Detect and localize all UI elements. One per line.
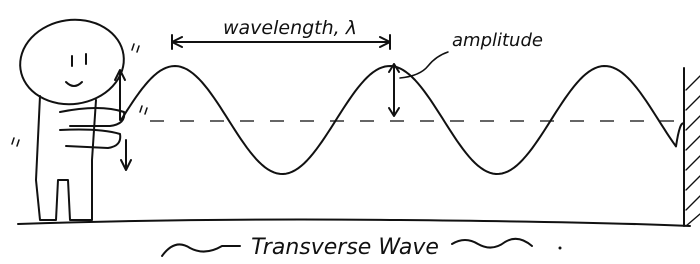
motion-marks: [12, 44, 147, 146]
diagram: wavelength, λ amplitude Transverse Wave: [0, 0, 700, 264]
amplitude-marker: amplitude: [389, 30, 543, 116]
person: [12, 13, 147, 220]
caption-squiggle: [162, 244, 240, 256]
page: wavelength, λ amplitude Transverse Wave …: [0, 0, 700, 264]
body: [36, 96, 96, 220]
arm: [60, 130, 120, 149]
motion-arrow-down: [121, 140, 131, 170]
wavelength-marker: wavelength, λ: [172, 17, 390, 49]
amplitude-label: amplitude: [452, 30, 543, 51]
wall: [684, 68, 700, 226]
caption-text: Transverse Wave: [251, 235, 439, 260]
wall-hatching: [686, 76, 700, 226]
mouth: [66, 82, 82, 86]
amplitude-arrow: [389, 64, 399, 116]
arm: [60, 108, 124, 126]
wavelength-label: wavelength, λ: [223, 17, 357, 39]
caption-squiggle: [452, 239, 532, 248]
caption-dot: [559, 247, 562, 250]
caption: Transverse Wave: [162, 235, 562, 260]
ground: [18, 220, 690, 227]
wave: [121, 66, 684, 174]
